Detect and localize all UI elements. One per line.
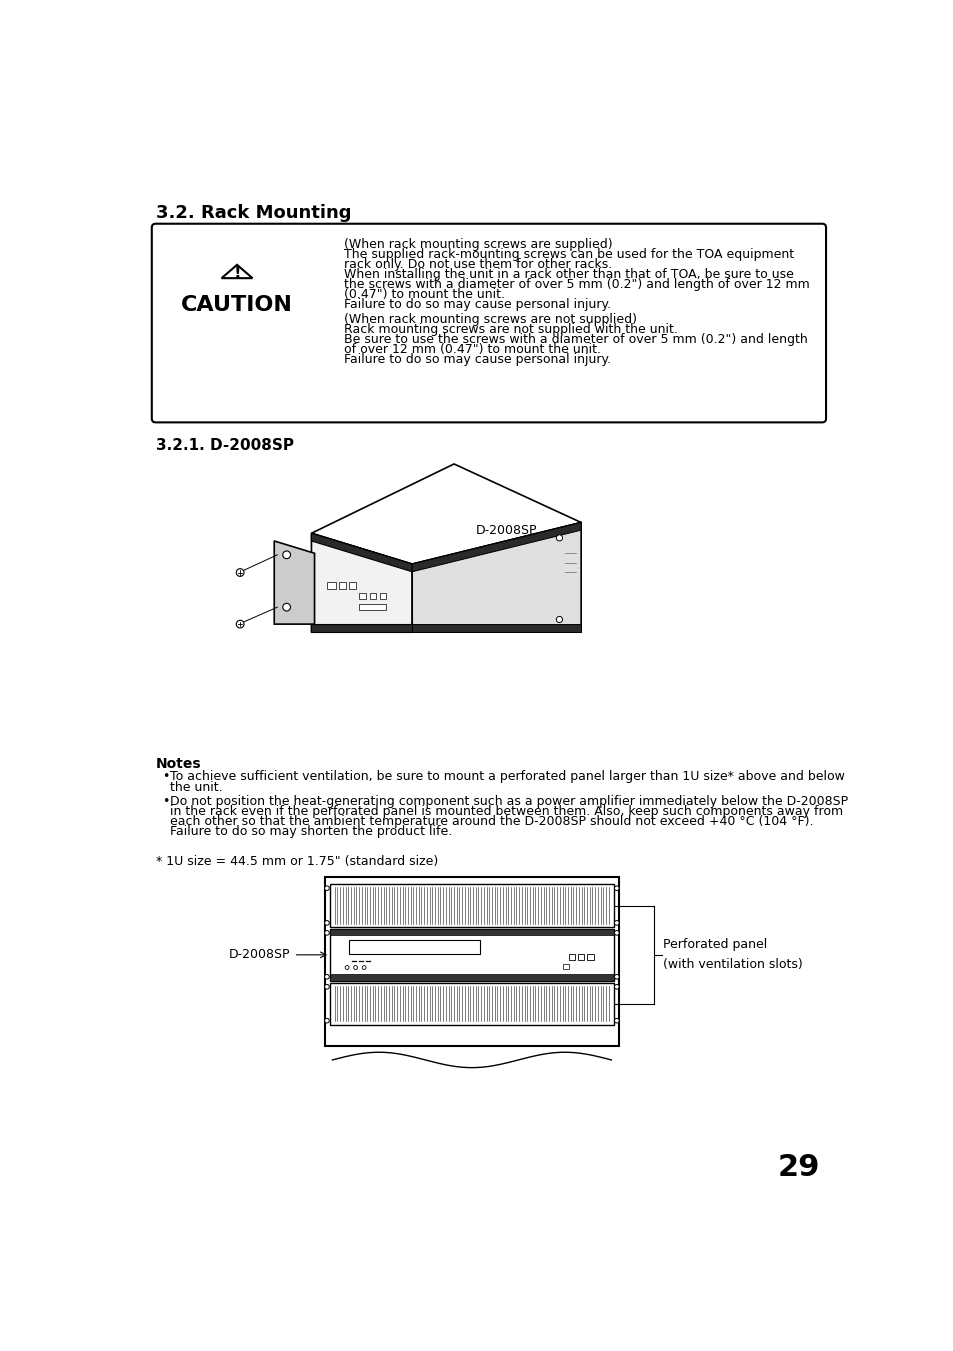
Bar	[349, 940, 479, 954]
Polygon shape	[412, 523, 580, 632]
Bar	[369, 593, 375, 600]
Text: Failure to do so may shorten the product life.: Failure to do so may shorten the product…	[170, 825, 452, 838]
Bar	[330, 974, 613, 981]
Circle shape	[324, 1019, 329, 1023]
Text: D-2008SP: D-2008SP	[476, 524, 537, 536]
Bar	[348, 582, 356, 589]
Circle shape	[614, 974, 618, 979]
Circle shape	[236, 569, 244, 577]
Text: rack only. Do not use them for other racks.: rack only. Do not use them for other rac…	[344, 258, 612, 272]
Bar	[359, 604, 385, 611]
Text: Notes: Notes	[155, 758, 201, 771]
Text: (with ventilation slots): (with ventilation slots)	[662, 958, 802, 971]
Circle shape	[614, 931, 618, 935]
Polygon shape	[311, 534, 412, 571]
Circle shape	[282, 604, 291, 611]
Text: Be sure to use the screws with a diameter of over 5 mm (0.2") and length: Be sure to use the screws with a diamete…	[344, 334, 807, 346]
Text: in the rack even if the perforated panel is mounted between them. Also, keep suc: in the rack even if the perforated panel…	[170, 805, 841, 819]
Bar	[330, 885, 613, 927]
Circle shape	[556, 535, 562, 540]
Text: •: •	[162, 770, 169, 784]
Circle shape	[556, 616, 562, 623]
Text: (When rack mounting screws are supplied): (When rack mounting screws are supplied)	[344, 238, 612, 250]
Text: Failure to do so may cause personal injury.: Failure to do so may cause personal inju…	[344, 353, 611, 366]
Text: The supplied rack-mounting screws can be used for the TOA equipment: The supplied rack-mounting screws can be…	[344, 249, 793, 261]
Text: 3.2. Rack Mounting: 3.2. Rack Mounting	[155, 204, 351, 223]
Text: Failure to do so may cause personal injury.: Failure to do so may cause personal inju…	[344, 299, 611, 312]
Text: Perforated panel: Perforated panel	[662, 938, 767, 951]
Polygon shape	[311, 463, 580, 565]
Circle shape	[282, 551, 291, 559]
Polygon shape	[311, 624, 412, 632]
Text: CAUTION: CAUTION	[181, 296, 293, 315]
Circle shape	[354, 966, 357, 970]
Polygon shape	[274, 540, 314, 624]
Bar	[568, 954, 575, 959]
Text: (When rack mounting screws are not supplied): (When rack mounting screws are not suppl…	[344, 313, 637, 326]
Bar	[324, 877, 618, 1046]
Circle shape	[614, 985, 618, 989]
Text: of over 12 mm (0.47") to mount the unit.: of over 12 mm (0.47") to mount the unit.	[344, 343, 600, 357]
Text: (0.47") to mount the unit.: (0.47") to mount the unit.	[344, 288, 504, 301]
Circle shape	[324, 931, 329, 935]
Text: When installing the unit in a rack other than that of TOA, be sure to use: When installing the unit in a rack other…	[344, 269, 793, 281]
Text: * 1U size = 44.5 mm or 1.75" (standard size): * 1U size = 44.5 mm or 1.75" (standard s…	[155, 855, 437, 869]
FancyBboxPatch shape	[152, 224, 825, 423]
Bar	[327, 582, 335, 589]
Circle shape	[362, 966, 366, 970]
Text: 3.2.1. D-2008SP: 3.2.1. D-2008SP	[155, 438, 294, 453]
Text: the unit.: the unit.	[170, 781, 222, 794]
Text: the screws with a diameter of over 5 mm (0.2") and length of over 12 mm: the screws with a diameter of over 5 mm …	[344, 278, 809, 292]
Circle shape	[324, 974, 329, 979]
Circle shape	[614, 1019, 618, 1023]
Polygon shape	[221, 265, 253, 278]
Circle shape	[345, 966, 349, 970]
Circle shape	[324, 920, 329, 925]
Bar	[330, 929, 613, 981]
Bar	[338, 582, 346, 589]
Text: !: !	[233, 263, 240, 282]
Bar	[578, 954, 583, 959]
Polygon shape	[412, 624, 580, 632]
Polygon shape	[412, 523, 580, 571]
Bar	[587, 954, 593, 959]
Text: each other so that the ambient temperature around the D-2008SP should not exceed: each other so that the ambient temperatu…	[170, 815, 812, 828]
Circle shape	[324, 886, 329, 890]
Text: To achieve sufficient ventilation, be sure to mount a perforated panel larger th: To achieve sufficient ventilation, be su…	[170, 770, 843, 784]
Bar	[330, 929, 613, 935]
Circle shape	[614, 886, 618, 890]
Circle shape	[614, 920, 618, 925]
Text: 29: 29	[778, 1154, 820, 1182]
Circle shape	[324, 985, 329, 989]
Bar	[330, 984, 613, 1024]
Text: •: •	[162, 794, 169, 808]
Text: Do not position the heat-generating component such as a power amplifier immediat: Do not position the heat-generating comp…	[170, 794, 847, 808]
Circle shape	[236, 620, 244, 628]
Text: D-2008SP: D-2008SP	[229, 948, 291, 962]
Bar	[359, 593, 365, 600]
Polygon shape	[311, 534, 412, 632]
Bar	[562, 963, 568, 969]
Text: Rack mounting screws are not supplied with the unit.: Rack mounting screws are not supplied wi…	[344, 323, 678, 336]
Bar	[379, 593, 385, 600]
